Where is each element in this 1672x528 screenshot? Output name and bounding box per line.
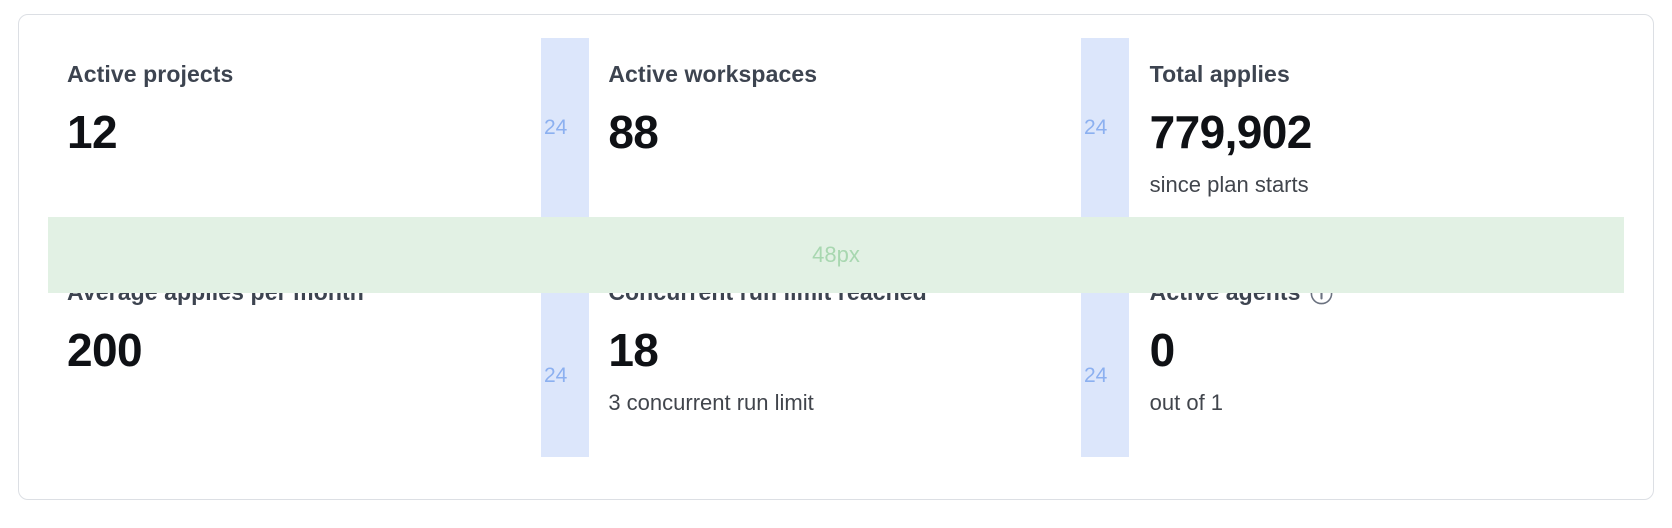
stat-average-applies-per-month: Average applies per month 200 bbox=[67, 279, 560, 417]
stat-total-applies: Total applies 779,902 since plan starts bbox=[1150, 61, 1643, 199]
stat-label-text: Average applies per month bbox=[67, 278, 364, 305]
stat-label-text: Active workspaces bbox=[608, 61, 818, 87]
stat-value: 200 bbox=[67, 323, 143, 376]
stat-label-text: Total applies bbox=[1149, 61, 1290, 87]
stat-label-text: Concurrent run limit reached bbox=[608, 278, 927, 305]
stats-grid: Active projects 12 Active workspaces 88 … bbox=[67, 61, 1643, 417]
stat-label-text: Active projects bbox=[67, 61, 234, 87]
stat-label: Concurrent run limit reached bbox=[608, 279, 1101, 306]
stat-label-text: Active agents bbox=[1149, 278, 1301, 305]
stat-value: 779,902 bbox=[1149, 106, 1313, 159]
stat-label: Active agents bbox=[1150, 279, 1643, 306]
stat-label: Active projects bbox=[67, 61, 560, 88]
stat-label: Average applies per month bbox=[67, 279, 560, 306]
stat-concurrent-run-limit-reached: Concurrent run limit reached 18 3 concur… bbox=[608, 279, 1101, 417]
info-icon[interactable] bbox=[1310, 282, 1333, 305]
stat-value: 18 bbox=[608, 323, 659, 376]
stat-subtext: out of 1 bbox=[1149, 390, 1224, 416]
stat-subtext: since plan starts bbox=[1149, 172, 1309, 198]
stat-value: 88 bbox=[608, 106, 659, 159]
stat-active-agents: Active agents 0 out of 1 bbox=[1150, 279, 1643, 417]
stat-value: 0 bbox=[1149, 323, 1176, 376]
stat-value: 12 bbox=[67, 106, 118, 159]
stat-active-workspaces: Active workspaces 88 bbox=[608, 61, 1101, 199]
stat-active-projects: Active projects 12 bbox=[67, 61, 560, 199]
stat-label: Active workspaces bbox=[608, 61, 1101, 88]
stat-subtext: 3 concurrent run limit bbox=[608, 390, 814, 416]
stat-label: Total applies bbox=[1150, 61, 1643, 88]
usage-stats-card: Active projects 12 Active workspaces 88 … bbox=[18, 14, 1654, 500]
